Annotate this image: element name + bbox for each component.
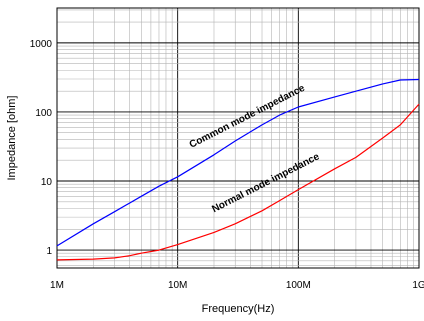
x-axis-label: Frequency(Hz): [202, 303, 275, 315]
y-tick-label: 1000: [30, 39, 53, 50]
normal-mode-annotation: Normal mode impedance: [210, 151, 321, 215]
y-axis-label: Impedance [ohm]: [6, 96, 18, 181]
tick-label-layer: 1M 10M 100M 1G 1 10 100 1000: [30, 39, 424, 291]
x-tick-label: 1M: [50, 280, 64, 291]
series-line: [56, 78, 420, 247]
grid-layer: [57, 8, 419, 268]
series-line: [56, 103, 420, 261]
common-mode-annotation: Common mode impedance: [188, 83, 307, 151]
x-tick-label: 10M: [168, 280, 187, 291]
y-tick-label: 1: [46, 246, 52, 257]
plot-frame: [56, 7, 420, 269]
y-tick-label: 10: [41, 177, 53, 188]
x-tick-label: 100M: [286, 280, 311, 291]
y-tick-label: 100: [35, 108, 52, 119]
series-layer: [56, 78, 420, 261]
x-tick-label: 1G: [412, 280, 424, 291]
